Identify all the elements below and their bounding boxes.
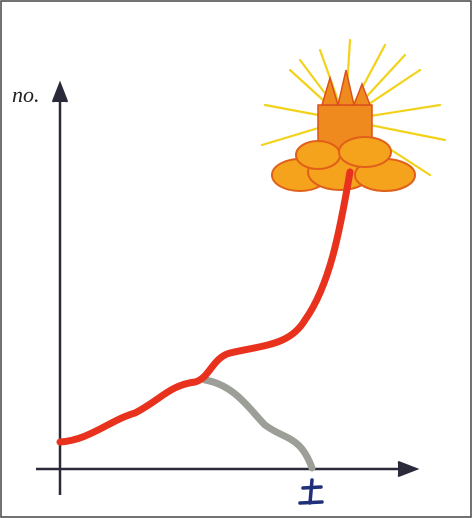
y-axis-label: no. [12,82,40,107]
illustration: no. [0,0,472,518]
page: no. (() => { const data = JSON.parse(doc… [0,0,472,518]
